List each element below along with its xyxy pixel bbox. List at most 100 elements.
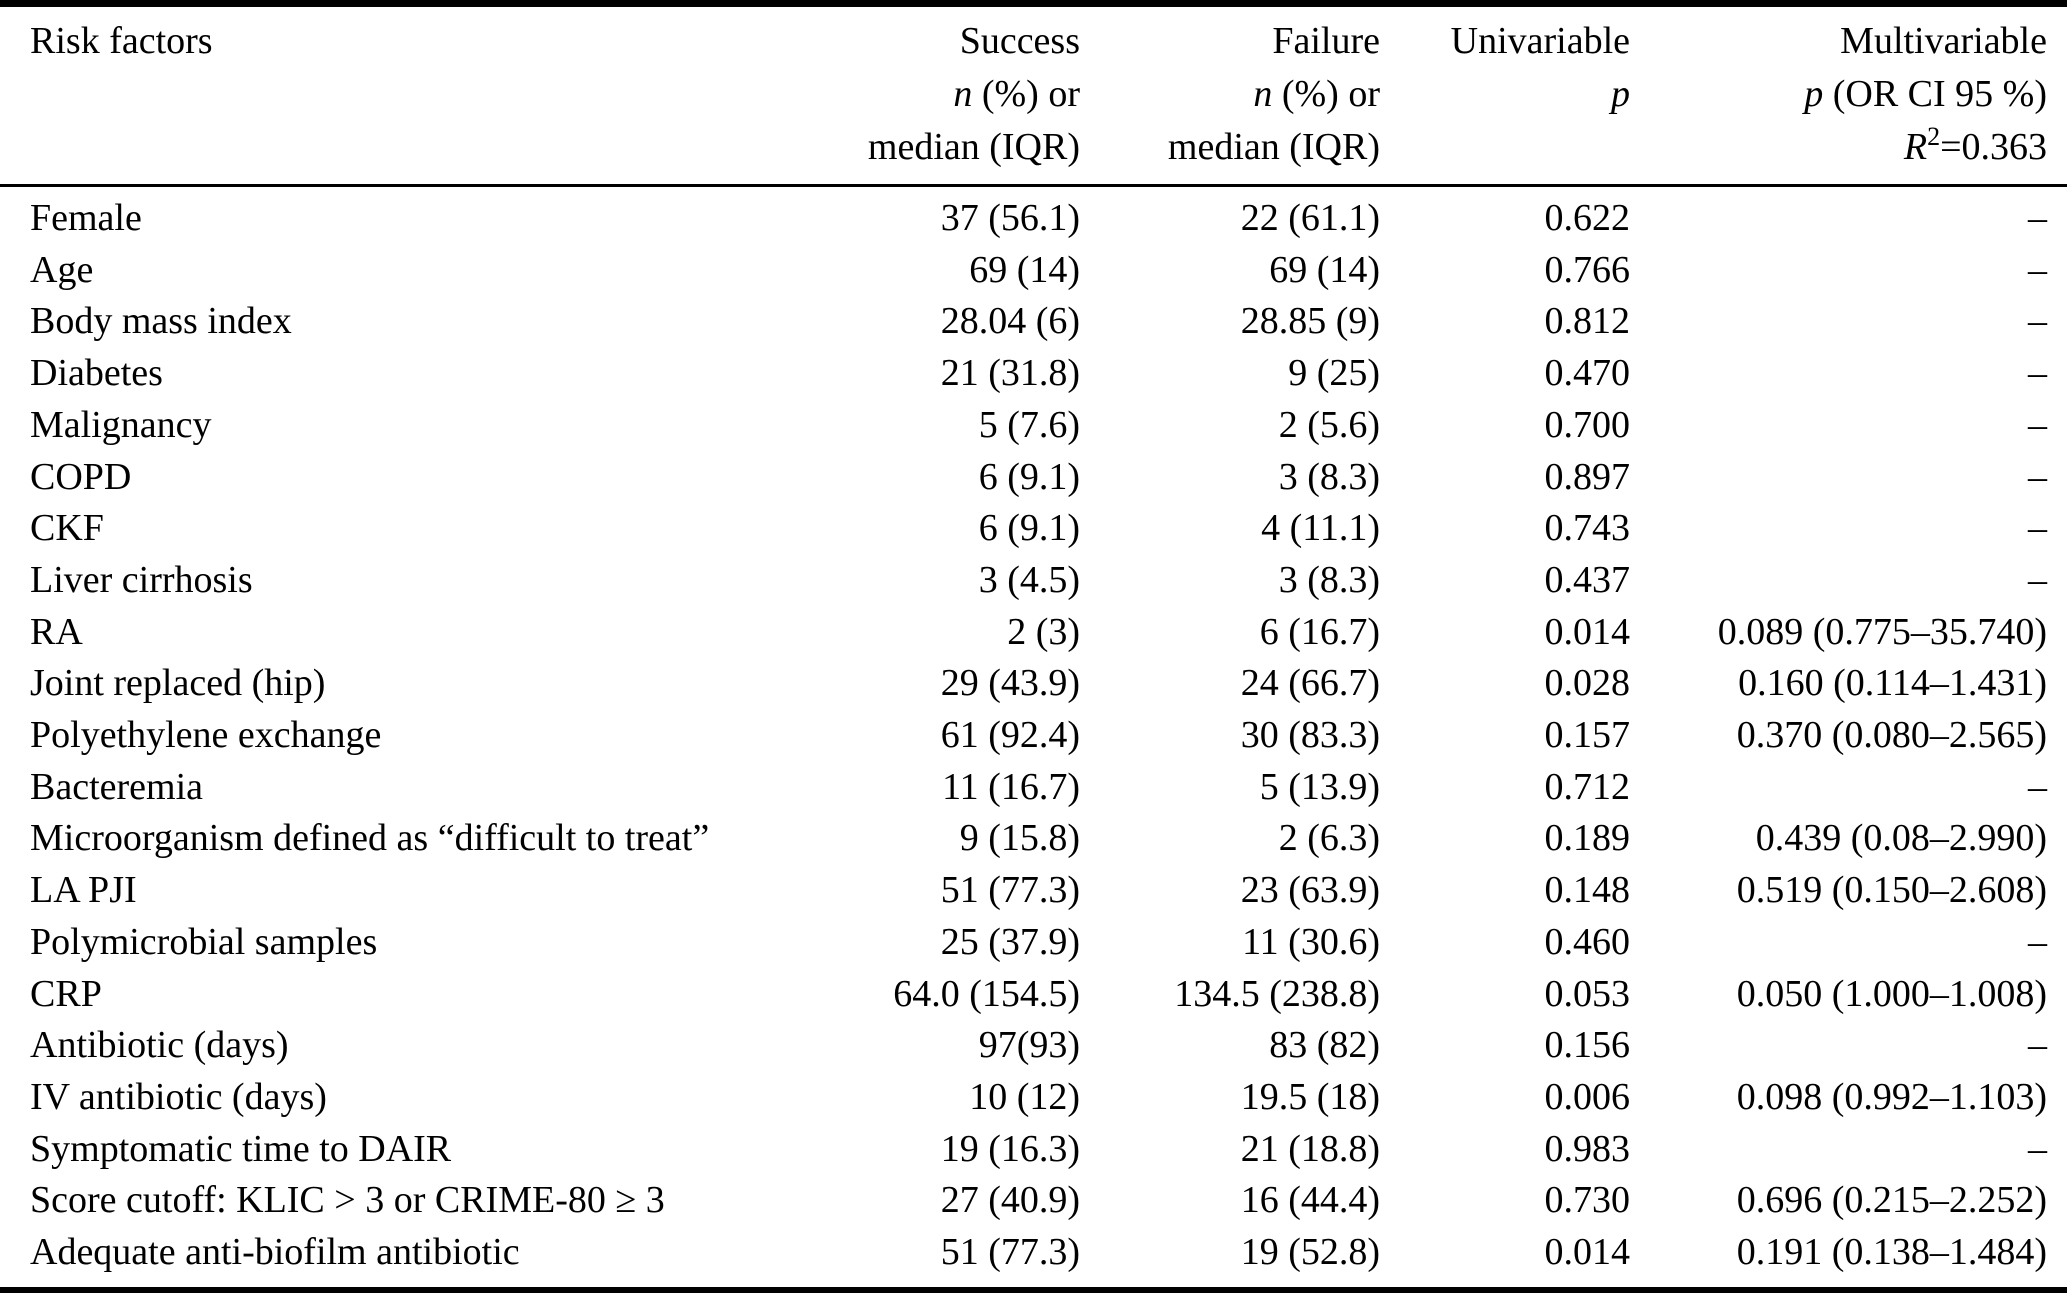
risk-factor-label: CKF (30, 507, 104, 550)
failure-value: 3 (8.3) (1278, 455, 1380, 498)
multivariable-value: – (2028, 197, 2047, 239)
univariable-p-value: 0.766 (1544, 248, 1631, 291)
failure-value: 6 (16.7) (1259, 610, 1380, 653)
table-row: LA PJI 51 (77.3) 23 (63.9) 0.148 0.519 (… (0, 865, 2067, 917)
univariable-p-value: 0.812 (1544, 300, 1631, 343)
univariable-p-value: 0.148 (1544, 869, 1631, 912)
header-success-title: Success (959, 20, 1080, 62)
table-row: Malignancy 5 (7.6) 2 (5.6) 0.700 – (0, 400, 2067, 452)
header-success-sub2: median (IQR) (867, 126, 1080, 168)
success-value: 51 (77.3) (940, 1231, 1080, 1274)
univariable-p-value: 0.014 (1544, 610, 1631, 653)
table-row: CKF 6 (9.1) 4 (11.1) 0.743 – (0, 503, 2067, 555)
failure-value: 5 (13.9) (1259, 765, 1380, 808)
n-variable: n (1253, 73, 1273, 115)
header-failure-sub1: n (%) or (1253, 73, 1380, 115)
success-value: 25 (37.9) (940, 920, 1080, 963)
univariable-p-value: 0.189 (1544, 817, 1631, 860)
table-row: Polyethylene exchange 61 (92.4) 30 (83.3… (0, 710, 2067, 762)
success-value: 37 (56.1) (940, 197, 1080, 239)
multivariable-value: 0.191 (0.138–1.484) (1736, 1231, 2047, 1274)
header-univariable-title: Univariable (1450, 20, 1630, 62)
header-multivariable: Multivariable p (OR CI 95 %) R2=0.363 (1630, 3, 2067, 187)
risk-factor-label: Polymicrobial samples (30, 920, 378, 963)
table-row: Body mass index 28.04 (6) 28.85 (9) 0.81… (0, 296, 2067, 348)
success-value: 28.04 (6) (940, 300, 1080, 343)
risk-factor-label: Liver cirrhosis (30, 558, 253, 601)
univariable-p-value: 0.006 (1544, 1075, 1631, 1118)
risk-factor-label: Score cutoff: KLIC > 3 or CRIME-80 ≥ 3 (30, 1179, 665, 1222)
header-risk-factors: Risk factors (0, 3, 845, 187)
failure-value: 69 (14) (1269, 248, 1380, 291)
header-multivariable-title: Multivariable (1840, 20, 2047, 62)
table-row: Diabetes 21 (31.8) 9 (25) 0.470 – (0, 348, 2067, 400)
failure-value: 4 (11.1) (1261, 507, 1380, 550)
failure-value: 24 (66.7) (1240, 662, 1380, 705)
risk-factor-label: Female (30, 197, 142, 239)
table-row: RA 2 (3) 6 (16.7) 0.014 0.089 (0.775–35.… (0, 607, 2067, 659)
risk-factor-label: Symptomatic time to DAIR (30, 1127, 452, 1170)
risk-factor-label: Antibiotic (days) (30, 1024, 289, 1067)
univariable-p-value: 0.157 (1544, 714, 1631, 757)
success-value: 69 (14) (969, 248, 1080, 291)
failure-value: 30 (83.3) (1240, 714, 1380, 757)
univariable-p-value: 0.460 (1544, 920, 1631, 963)
multivariable-value: 0.098 (0.992–1.103) (1736, 1075, 2047, 1118)
success-value: 5 (7.6) (978, 403, 1080, 446)
risk-factor-label: LA PJI (30, 869, 137, 912)
risk-factor-label: CRP (30, 972, 102, 1015)
univariable-p-value: 0.028 (1544, 662, 1631, 705)
failure-value: 23 (63.9) (1240, 869, 1380, 912)
univariable-p-value: 0.983 (1544, 1127, 1631, 1170)
failure-value: 2 (6.3) (1278, 817, 1380, 860)
risk-factor-label: RA (30, 610, 83, 653)
risk-factor-label: Body mass index (30, 300, 292, 343)
success-value: 10 (12) (969, 1075, 1080, 1118)
risk-factor-label: Polyethylene exchange (30, 714, 382, 757)
failure-value: 16 (44.4) (1240, 1179, 1380, 1222)
success-value: 3 (4.5) (978, 558, 1080, 601)
univariable-p-value: 0.437 (1544, 558, 1631, 601)
multivariable-value: – (2028, 248, 2047, 291)
header-multivariable-sub1: p (OR CI 95 %) (1804, 73, 2047, 115)
multivariable-value: 0.089 (0.775–35.740) (1717, 610, 2047, 653)
success-value: 2 (3) (1007, 610, 1080, 653)
failure-value: 19.5 (18) (1240, 1075, 1380, 1118)
multivariable-value: 0.160 (0.114–1.431) (1738, 662, 2047, 705)
success-value: 29 (43.9) (940, 662, 1080, 705)
success-value: 21 (31.8) (940, 352, 1080, 395)
univariable-p-value: 0.014 (1544, 1231, 1631, 1274)
table-row: Age 69 (14) 69 (14) 0.766 – (0, 245, 2067, 297)
table-row: Score cutoff: KLIC > 3 or CRIME-80 ≥ 3 2… (0, 1175, 2067, 1227)
univariable-p-value: 0.730 (1544, 1179, 1631, 1222)
risk-factor-label: Joint replaced (hip) (30, 662, 326, 705)
failure-value: 9 (25) (1288, 352, 1380, 395)
success-value: 97(93) (978, 1024, 1080, 1067)
success-value: 6 (9.1) (978, 455, 1080, 498)
risk-factor-label: Age (30, 248, 94, 291)
table-row: Bacteremia 11 (16.7) 5 (13.9) 0.712 – (0, 762, 2067, 814)
success-value: 51 (77.3) (940, 869, 1080, 912)
failure-value: 2 (5.6) (1278, 403, 1380, 446)
univariable-p-value: 0.156 (1544, 1024, 1631, 1067)
table-body: Female 37 (56.1) 22 (61.1) 0.622 – Age 6… (0, 186, 2067, 1290)
table-row: Symptomatic time to DAIR 19 (16.3) 21 (1… (0, 1124, 2067, 1176)
failure-value: 11 (30.6) (1242, 920, 1380, 963)
p-variable: p (1611, 73, 1630, 115)
failure-value: 28.85 (9) (1240, 300, 1380, 343)
table-header-row: Risk factors Success n (%) or median (IQ… (0, 3, 2067, 187)
multivariable-value: – (2028, 403, 2047, 446)
success-value: 11 (16.7) (942, 765, 1080, 808)
table-row: Polymicrobial samples 25 (37.9) 11 (30.6… (0, 917, 2067, 969)
table-row: Antibiotic (days) 97(93) 83 (82) 0.156 – (0, 1020, 2067, 1072)
multivariable-value: – (2028, 920, 2047, 963)
multivariable-value: – (2028, 507, 2047, 550)
multivariable-value: – (2028, 1127, 2047, 1170)
risk-factor-label: Microorganism defined as “difficult to t… (30, 817, 710, 860)
n-variable: n (953, 73, 973, 115)
risk-factor-label: COPD (30, 455, 132, 498)
multivariable-value: 0.370 (0.080–2.565) (1736, 714, 2047, 757)
table-row: Female 37 (56.1) 22 (61.1) 0.622 – (0, 186, 2067, 245)
univariable-p-value: 0.053 (1544, 972, 1631, 1015)
